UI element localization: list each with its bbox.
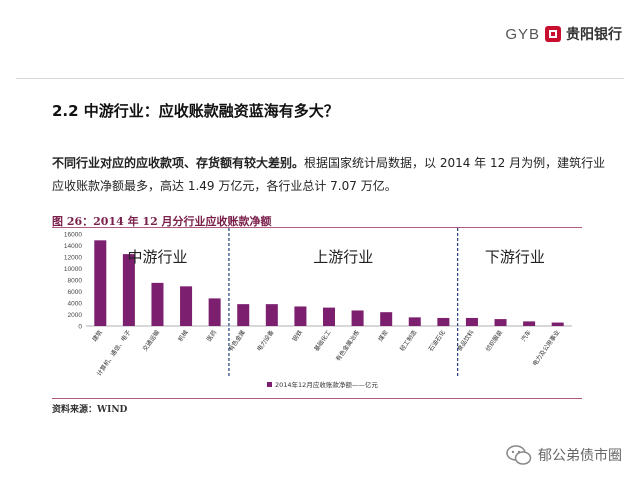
y-tick-label: 16000 <box>64 232 82 239</box>
bar <box>151 282 164 326</box>
y-tick-label: 8000 <box>68 278 83 285</box>
bar <box>208 298 221 326</box>
x-tick-label: 钢铁 <box>291 329 304 343</box>
x-tick-label: 纺织服装 <box>484 329 504 353</box>
x-tick-label: 交通运输 <box>141 329 161 353</box>
section-title: 2.2 中游行业：应收账款融资蓝海有多大？ <box>52 102 339 120</box>
x-tick-label: 轻工制造 <box>398 329 418 353</box>
y-tick-label: 12000 <box>64 255 82 262</box>
group-label: 上游行业 <box>313 248 373 266</box>
x-tick-label: 电力设备 <box>255 329 275 353</box>
logo-name-text: 贵阳银行 <box>566 27 622 43</box>
logo-latin-text: GYB <box>505 25 540 43</box>
bar <box>551 322 564 326</box>
x-tick-label: 机械 <box>176 329 189 343</box>
x-tick-label: 有色金属 <box>227 329 247 353</box>
figure-source: 资料来源：WIND <box>52 405 128 415</box>
figure-title: 图 26：2014 年 12 月分行业应收账款净额 <box>52 215 272 228</box>
bar <box>294 306 307 326</box>
x-tick-label: 食品饮料 <box>455 329 475 353</box>
figure-top-rule <box>52 227 582 228</box>
bar <box>351 310 364 326</box>
watermark: 郁公弟债市圈 <box>506 444 622 466</box>
y-tick-label: 6000 <box>68 289 83 296</box>
paragraph-lead: 不同行业对应的应收款项、存货额有较大差别。 <box>52 156 305 170</box>
bank-logo: GYB 贵阳银行 <box>505 24 622 44</box>
y-tick-label: 0 <box>78 324 82 331</box>
x-tick-label: 有色金属冶炼 <box>334 329 361 363</box>
y-tick-label: 14000 <box>64 243 82 250</box>
bar <box>437 317 450 326</box>
bar <box>523 321 536 326</box>
bar <box>380 312 393 326</box>
bar <box>322 307 336 326</box>
x-tick-label: 电力及公用事业 <box>531 329 562 368</box>
bar <box>265 304 278 326</box>
bar <box>494 319 507 326</box>
x-tick-label: 医药 <box>205 329 218 343</box>
header-divider <box>16 78 624 79</box>
x-tick-label: 建筑 <box>90 329 103 343</box>
intro-paragraph: 不同行业对应的应收款项、存货额有较大差别。根据国家统计局数据，以 2014 年 … <box>52 152 612 198</box>
bar <box>180 286 193 326</box>
bar <box>237 304 250 326</box>
wechat-icon <box>506 445 532 465</box>
bar <box>122 254 135 326</box>
y-tick-label: 4000 <box>68 301 83 308</box>
paragraph-body: 根据国家统计局数据，以 2014 年 12 月为例，建筑行业应收账款净额最多，高… <box>52 156 606 193</box>
figure-bottom-rule <box>52 398 582 399</box>
x-tick-label: 石油石化 <box>427 329 447 353</box>
logo-mark-icon <box>545 26 561 42</box>
legend-label: 2014年12月应收账款净额——亿元 <box>275 380 378 389</box>
x-tick-label: 煤炭 <box>376 329 389 343</box>
y-tick-label: 2000 <box>68 312 83 319</box>
watermark-text: 郁公弟债市圈 <box>538 448 622 464</box>
x-tick-label: 基础化工 <box>312 329 332 353</box>
legend-swatch <box>267 382 272 387</box>
group-label: 下游行业 <box>485 248 545 266</box>
bar <box>94 240 107 326</box>
y-tick-label: 10000 <box>64 266 82 273</box>
x-tick-label: 汽车 <box>519 329 532 343</box>
bar <box>408 317 421 326</box>
bar-chart: 0200040006000800010000120001400016000建筑计… <box>64 228 572 389</box>
bar <box>465 317 478 326</box>
group-label: 中游行业 <box>127 248 187 266</box>
